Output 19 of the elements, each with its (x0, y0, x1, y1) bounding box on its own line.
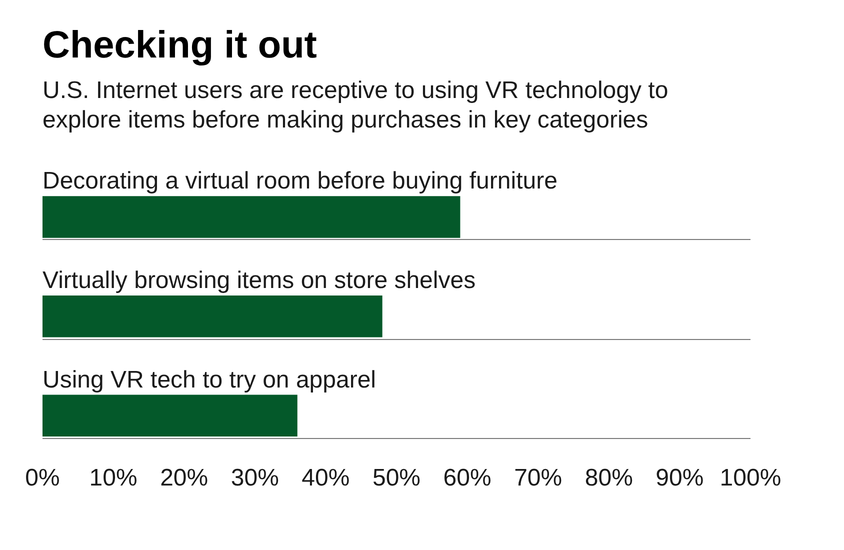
x-tick-label: 40% (302, 464, 350, 492)
chart-title: Checking it out (42, 24, 318, 66)
bar (42, 196, 460, 238)
y-tick-label: Decorating a virtual room before buying furniture (42, 168, 558, 195)
y-tick-label: Virtually browsing items on store shelves (42, 267, 476, 294)
chart-subtitle: U.S. Internet users are receptive to using VR technology to explore items before making purchases in key categories (42, 76, 668, 134)
y-tick-label: Using VR tech to try on apparel (42, 366, 376, 394)
x-tick-label: 10% (89, 464, 138, 492)
x-tick-label: 30% (230, 464, 279, 492)
x-tick-label: 50% (372, 464, 421, 492)
x-tick-label: 100% (720, 464, 782, 492)
x-tick-label: 70% (514, 464, 562, 492)
x-tick-label: 20% (160, 464, 208, 492)
x-tick-label: 60% (443, 464, 492, 492)
x-tick-label: 90% (656, 464, 704, 492)
bar (42, 295, 382, 338)
bar (42, 394, 298, 437)
x-tick-label: 0% (25, 464, 60, 492)
x-tick-label: 80% (584, 464, 633, 492)
